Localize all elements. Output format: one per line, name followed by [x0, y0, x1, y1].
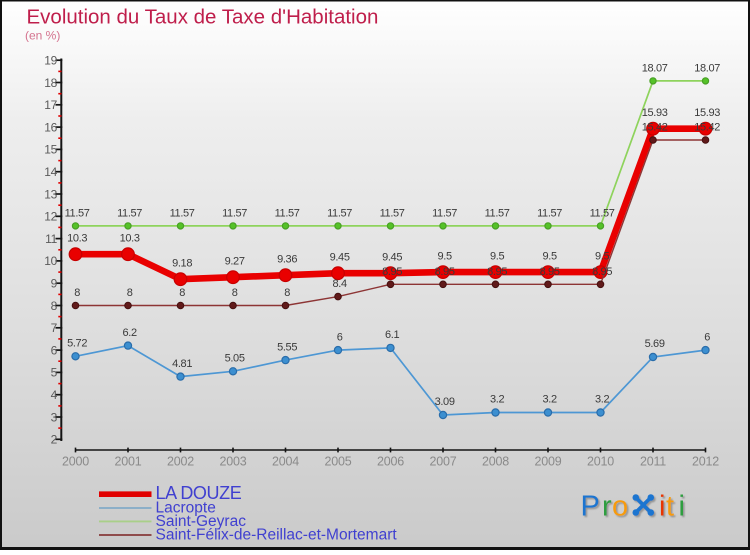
svg-text:2010: 2010	[587, 455, 614, 469]
svg-text:9: 9	[51, 277, 58, 291]
svg-text:8.95: 8.95	[592, 266, 612, 278]
svg-text:8: 8	[51, 299, 58, 313]
svg-text:11.57: 11.57	[590, 208, 615, 220]
svg-text:16: 16	[44, 120, 57, 134]
svg-text:t: t	[666, 491, 674, 523]
svg-text:10.3: 10.3	[120, 233, 140, 245]
svg-text:2: 2	[51, 433, 58, 447]
svg-text:13: 13	[44, 187, 57, 201]
svg-text:11.57: 11.57	[65, 208, 90, 220]
svg-text:8.95: 8.95	[540, 266, 560, 278]
svg-text:3.2: 3.2	[595, 394, 609, 406]
svg-text:Evolution du Taux de Taxe d'Ha: Evolution du Taux de Taxe d'Habitation	[27, 6, 379, 29]
svg-text:3: 3	[51, 410, 58, 424]
svg-text:11.57: 11.57	[537, 208, 562, 220]
svg-text:9.5: 9.5	[437, 251, 451, 263]
svg-text:5.72: 5.72	[67, 338, 87, 350]
svg-text:8: 8	[179, 287, 185, 299]
svg-text:o: o	[612, 491, 628, 523]
svg-text:8.95: 8.95	[487, 266, 507, 278]
svg-text:2003: 2003	[219, 455, 246, 469]
svg-text:11.57: 11.57	[485, 208, 510, 220]
svg-text:11.57: 11.57	[275, 208, 300, 220]
svg-text:9.45: 9.45	[382, 252, 402, 264]
svg-text:(en %): (en %)	[25, 29, 60, 43]
svg-text:9.36: 9.36	[277, 254, 297, 266]
svg-text:14: 14	[44, 165, 57, 179]
svg-text:9.5: 9.5	[595, 251, 609, 263]
svg-text:9.5: 9.5	[542, 251, 556, 263]
svg-text:15.42: 15.42	[642, 122, 668, 134]
svg-text:11.57: 11.57	[117, 208, 142, 220]
svg-text:3.09: 3.09	[435, 396, 455, 408]
svg-text:11.57: 11.57	[222, 208, 247, 220]
svg-text:11: 11	[45, 232, 57, 246]
svg-text:18: 18	[44, 76, 57, 90]
svg-text:2006: 2006	[377, 455, 404, 469]
svg-text:7: 7	[51, 321, 58, 335]
svg-text:5: 5	[51, 366, 58, 380]
svg-text:10.3: 10.3	[67, 233, 87, 245]
svg-text:Saint-Geyrac: Saint-Geyrac	[156, 513, 247, 530]
svg-text:8: 8	[74, 287, 80, 299]
svg-text:2008: 2008	[482, 455, 509, 469]
svg-text:9.18: 9.18	[172, 258, 192, 270]
svg-text:15.93: 15.93	[694, 107, 720, 119]
svg-text:Lacropte: Lacropte	[156, 499, 216, 516]
svg-text:15: 15	[44, 143, 57, 157]
svg-text:9.45: 9.45	[330, 252, 350, 264]
svg-text:2005: 2005	[324, 455, 351, 469]
svg-text:15.42: 15.42	[694, 122, 720, 134]
svg-text:8.95: 8.95	[435, 266, 455, 278]
svg-text:9.5: 9.5	[490, 251, 504, 263]
svg-text:LA DOUZE: LA DOUZE	[156, 483, 242, 503]
svg-text:6.2: 6.2	[122, 327, 136, 339]
svg-text:3.2: 3.2	[542, 394, 556, 406]
svg-text:12: 12	[44, 210, 57, 224]
svg-text:11.57: 11.57	[432, 208, 457, 220]
svg-text:15.93: 15.93	[642, 107, 668, 119]
svg-text:6.1: 6.1	[385, 329, 399, 341]
svg-text:5.55: 5.55	[277, 341, 297, 353]
svg-text:9.27: 9.27	[225, 256, 245, 268]
svg-text:10: 10	[44, 254, 57, 268]
svg-text:6: 6	[337, 331, 343, 343]
svg-text:2002: 2002	[167, 455, 194, 469]
svg-text:i: i	[679, 491, 685, 523]
svg-text:2001: 2001	[114, 455, 141, 469]
svg-text:8.95: 8.95	[382, 266, 402, 278]
svg-text:2004: 2004	[272, 455, 299, 469]
svg-text:Saint-Félix-de-Reillac-et-Mort: Saint-Félix-de-Reillac-et-Mortemart	[156, 526, 398, 543]
svg-text:5.05: 5.05	[225, 353, 245, 365]
svg-text:4: 4	[51, 388, 58, 402]
svg-text:4.81: 4.81	[172, 358, 192, 370]
svg-text:r: r	[602, 491, 612, 523]
svg-text:11.57: 11.57	[380, 208, 405, 220]
svg-text:6: 6	[704, 331, 710, 343]
svg-text:18.07: 18.07	[694, 63, 720, 75]
svg-text:2007: 2007	[429, 455, 456, 469]
svg-text:8: 8	[127, 287, 133, 299]
svg-text:8: 8	[284, 287, 290, 299]
svg-text:5.69: 5.69	[645, 338, 665, 350]
svg-text:11.57: 11.57	[170, 208, 195, 220]
svg-text:8: 8	[232, 287, 238, 299]
svg-text:P: P	[581, 491, 600, 523]
svg-text:2012: 2012	[692, 455, 719, 469]
svg-text:i: i	[659, 491, 665, 523]
svg-text:6: 6	[51, 343, 58, 357]
svg-text:18.07: 18.07	[642, 63, 668, 75]
svg-text:19: 19	[44, 54, 57, 68]
svg-text:17: 17	[44, 98, 57, 112]
svg-text:2011: 2011	[640, 455, 666, 469]
svg-text:8.4: 8.4	[332, 278, 346, 290]
svg-text:2000: 2000	[62, 455, 89, 469]
svg-text:11.57: 11.57	[327, 208, 352, 220]
svg-text:3.2: 3.2	[490, 394, 504, 406]
svg-text:2009: 2009	[534, 455, 561, 469]
